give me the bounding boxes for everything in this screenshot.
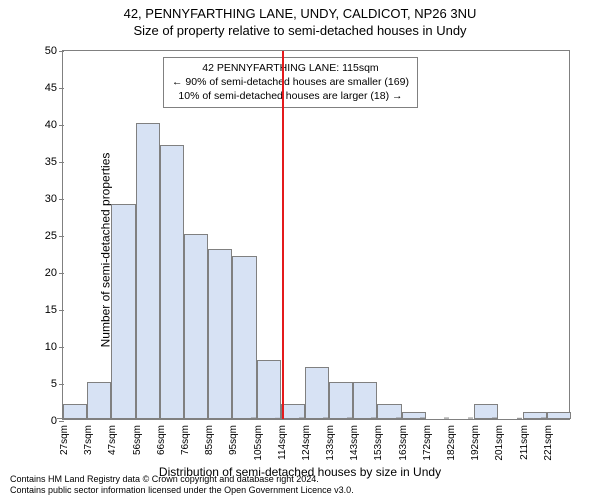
histogram-bar (111, 204, 135, 419)
x-tick: 124sqm (301, 419, 312, 461)
x-tick: 153sqm (373, 419, 384, 461)
y-tick: 0 (23, 415, 63, 427)
histogram-bar (329, 382, 353, 419)
x-tick: 172sqm (422, 419, 433, 461)
x-tick: 37sqm (83, 419, 94, 455)
x-tick: 192sqm (470, 419, 481, 461)
annotation-line: ← 90% of semi-detached houses are smalle… (172, 75, 409, 89)
histogram-plot-area: 42 PENNYFARTHING LANE: 115sqm← 90% of se… (62, 50, 570, 420)
x-tick: 221sqm (543, 419, 554, 461)
reference-annotation-box: 42 PENNYFARTHING LANE: 115sqm← 90% of se… (163, 57, 418, 108)
footer-line-1: Contains HM Land Registry data © Crown c… (10, 474, 354, 485)
histogram-bar (353, 382, 377, 419)
chart-title-sub: Size of property relative to semi-detach… (0, 23, 600, 38)
histogram-bar (547, 412, 571, 419)
histogram-bar (474, 404, 498, 419)
x-tick: 105sqm (253, 419, 264, 461)
x-tick: 182sqm (446, 419, 457, 461)
histogram-bar (208, 249, 232, 419)
histogram-bar (281, 404, 305, 419)
x-tick: 85sqm (204, 419, 215, 455)
annotation-line: 10% of semi-detached houses are larger (… (172, 89, 409, 103)
reference-line (282, 51, 284, 419)
histogram-bar (257, 360, 281, 419)
histogram-bar (305, 367, 329, 419)
histogram-bar (232, 256, 256, 419)
histogram-bar (377, 404, 401, 419)
x-tick: 163sqm (398, 419, 409, 461)
x-tick: 114sqm (277, 419, 288, 460)
x-tick: 133sqm (325, 419, 336, 461)
x-tick: 143sqm (349, 419, 360, 461)
x-tick: 211sqm (519, 419, 530, 460)
y-tick: 30 (23, 193, 63, 205)
histogram-bar (87, 382, 111, 419)
y-tick: 20 (23, 267, 63, 279)
y-tick: 40 (23, 119, 63, 131)
x-tick: 95sqm (228, 419, 239, 455)
histogram-bar (160, 145, 184, 419)
chart-title-main: 42, PENNYFARTHING LANE, UNDY, CALDICOT, … (0, 6, 600, 21)
x-tick: 201sqm (494, 419, 505, 461)
y-tick: 10 (23, 341, 63, 353)
y-tick: 25 (23, 230, 63, 242)
chart-title-block: 42, PENNYFARTHING LANE, UNDY, CALDICOT, … (0, 0, 600, 38)
annotation-line: 42 PENNYFARTHING LANE: 115sqm (172, 61, 409, 75)
y-tick: 15 (23, 304, 63, 316)
footer-line-2: Contains public sector information licen… (10, 485, 354, 496)
y-tick: 35 (23, 156, 63, 168)
y-tick: 5 (23, 378, 63, 390)
x-tick: 47sqm (107, 419, 118, 455)
histogram-bar (63, 404, 87, 419)
histogram-bar (184, 234, 208, 419)
x-tick: 56sqm (132, 419, 143, 455)
y-tick: 50 (23, 45, 63, 57)
x-tick: 76sqm (180, 419, 191, 455)
attribution-footer: Contains HM Land Registry data © Crown c… (10, 474, 354, 497)
x-tick: 66sqm (156, 419, 167, 455)
y-tick: 45 (23, 82, 63, 94)
histogram-bar (136, 123, 160, 419)
x-tick: 27sqm (59, 419, 70, 455)
